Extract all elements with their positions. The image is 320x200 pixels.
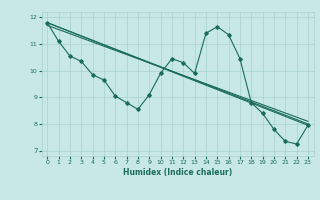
- X-axis label: Humidex (Indice chaleur): Humidex (Indice chaleur): [123, 168, 232, 177]
